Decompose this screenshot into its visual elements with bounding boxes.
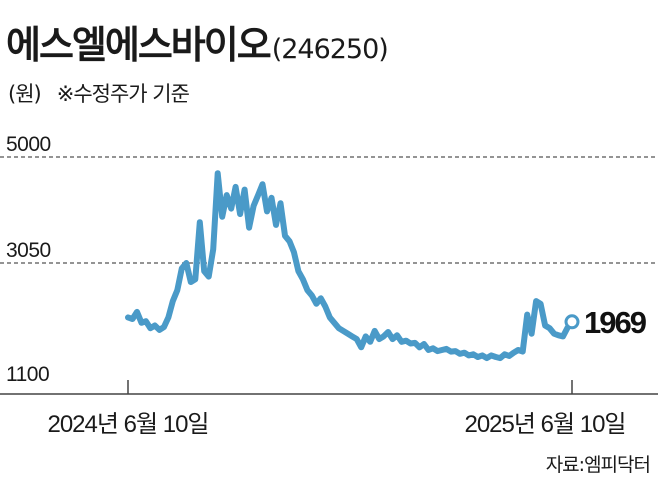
adjusted-price-note: ※수정주가 기준 [56,82,190,106]
y-tick-label: 1100 [6,363,49,386]
price-line [125,170,575,362]
y-tick-label: 5000 [6,133,51,156]
chart-title: 에스엘에스바이오(246250) [6,14,389,69]
x-tick-label-start: 2024년 6월 10일 [47,411,208,438]
unit-label: (원) [8,82,42,106]
x-tick-label-end: 2025년 6월 10일 [464,411,625,438]
y-axis: 5000 3050 1100 [6,133,51,386]
y-tick-label: 3050 [6,239,51,262]
series-group [125,170,575,362]
grid-lines [0,156,658,264]
stock-code: (246250) [271,34,389,65]
last-price-marker [564,314,580,330]
last-price-label: 1969 [584,305,647,340]
company-name: 에스엘에스바이오 [6,23,272,67]
chart-subtitle: (원) ※수정주가 기준 [8,78,190,108]
source-credit: 자료:엠피닥터 [545,454,651,476]
